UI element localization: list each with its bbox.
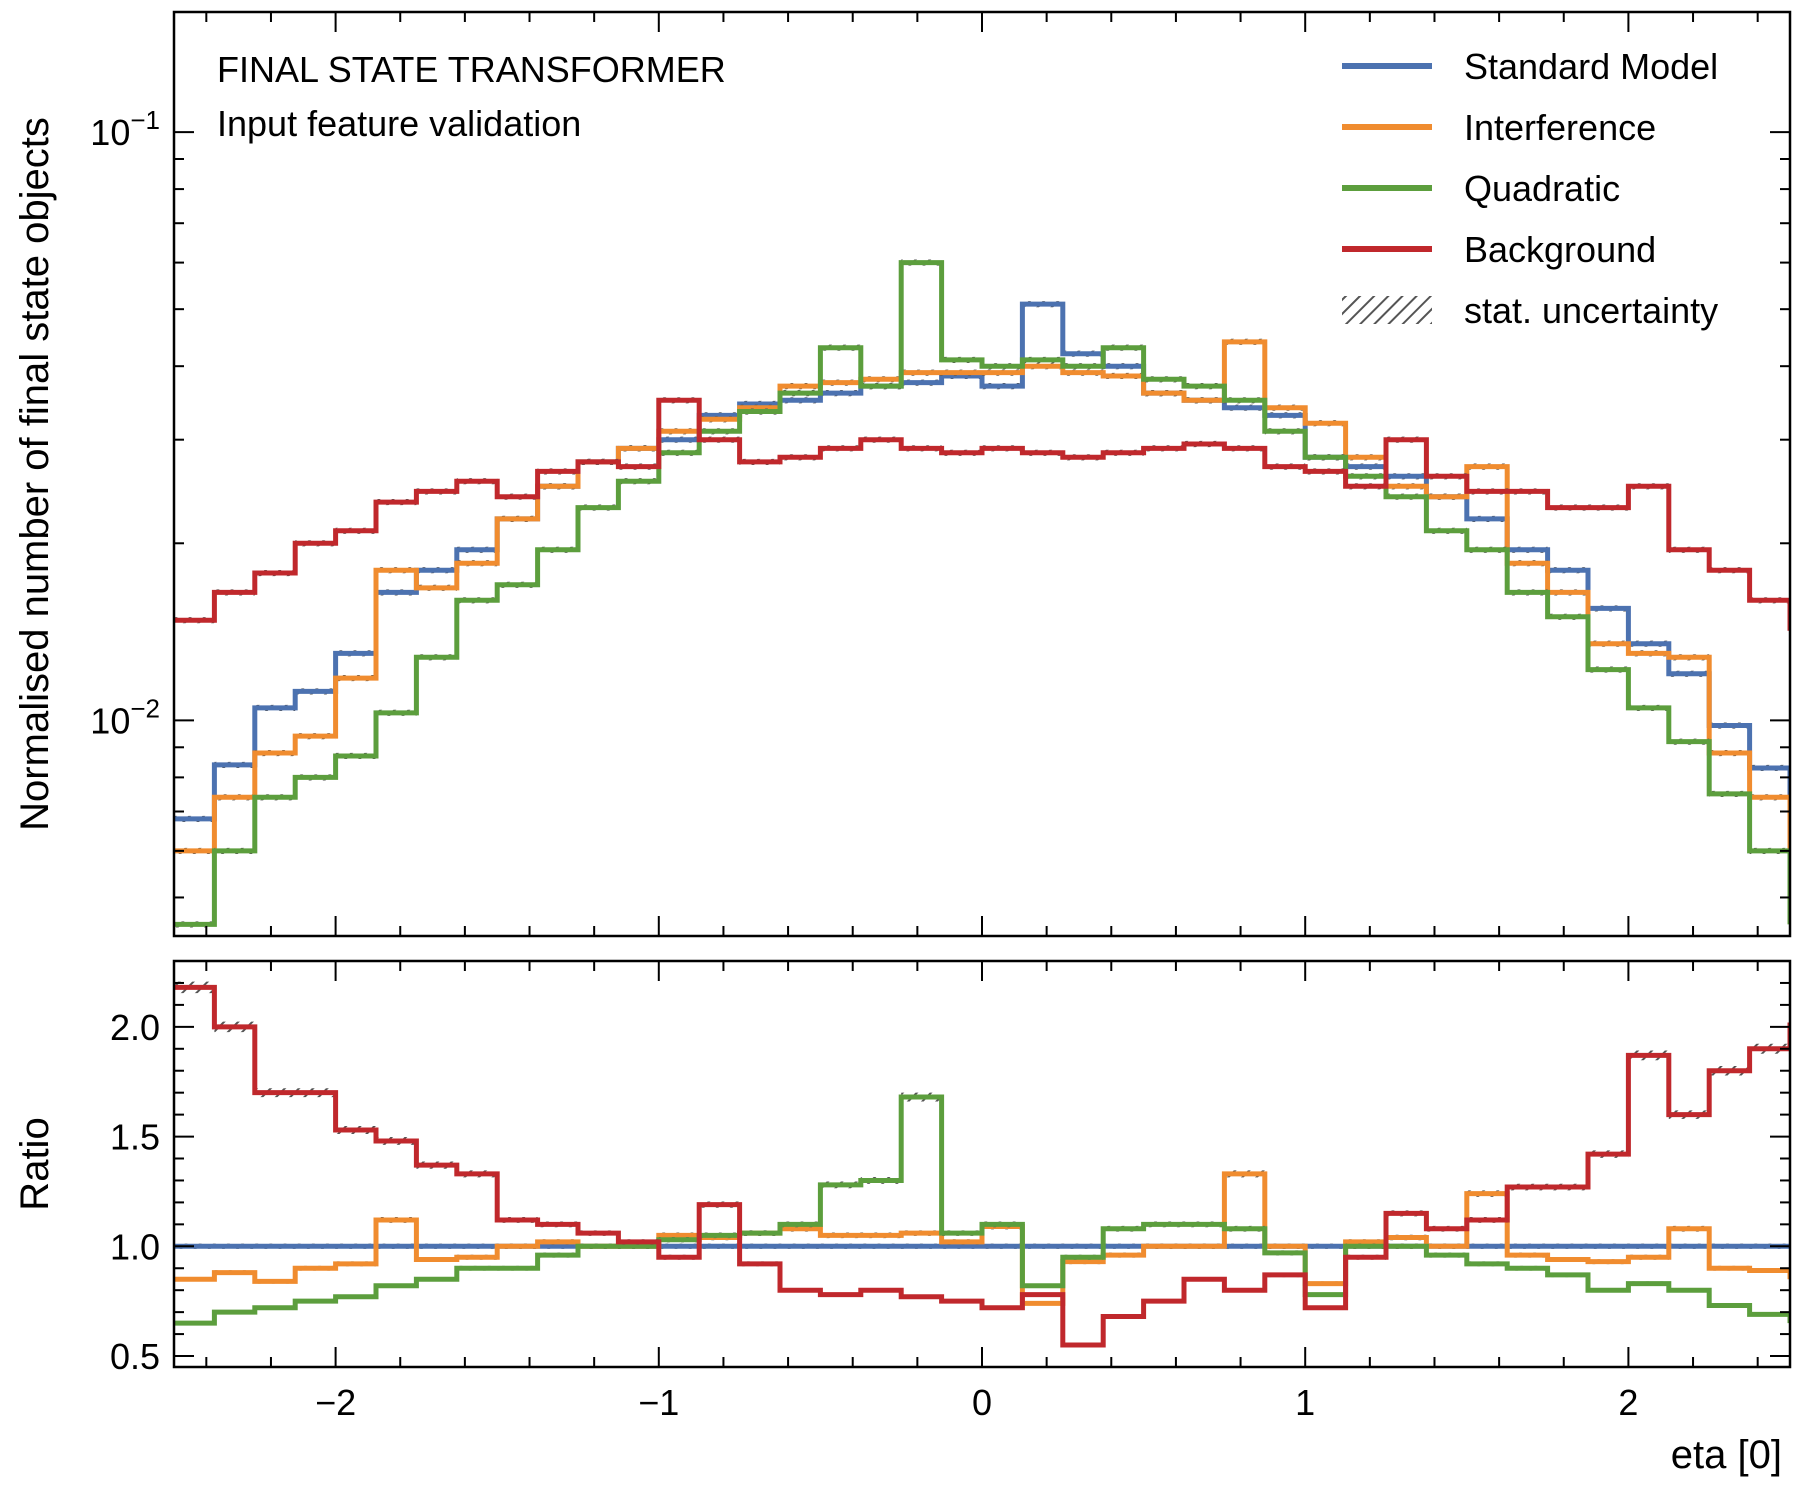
- main-series-background: [174, 397, 1790, 631]
- main-axes-frame: [172, 10, 1792, 938]
- legend-label: Background: [1464, 229, 1656, 270]
- ratio-y-axis-label: Ratio: [13, 1117, 57, 1210]
- main-panel: 10−2 10−1: [90, 10, 1792, 938]
- ratio-step-line-quadratic: [174, 1094, 1790, 1326]
- main-series-quadratic: [174, 259, 1790, 928]
- legend-entry-background: Background: [1342, 229, 1656, 270]
- main-step-line-interference: [174, 339, 1790, 854]
- main-series-interference: [174, 338, 1790, 854]
- legend-entry-standard-model: Standard Model: [1342, 46, 1718, 87]
- x-tick-label: −2: [315, 1382, 356, 1423]
- ratio-y-tick-label: 2.0: [110, 1007, 160, 1048]
- x-axis-label: eta [0]: [1671, 1433, 1782, 1477]
- ratio-series-quadratic: [174, 1092, 1790, 1326]
- x-tick-label: 2: [1618, 1382, 1638, 1423]
- ratio-uncertainty-band-quadratic: [174, 1092, 1790, 1325]
- main-y-tick-label: 10−1: [90, 105, 160, 153]
- main-step-line-background: [174, 397, 1790, 631]
- ratio-panel: −2 −1 0 1 2 0.5 1.0 1.5 2.0: [110, 959, 1792, 1423]
- x-tick-label: 1: [1295, 1382, 1315, 1423]
- main-y-axis-label: Normalised number of final state objects: [13, 117, 57, 831]
- chart-annotations: FINAL STATE TRANSFORMER Input feature va…: [217, 49, 726, 144]
- x-tick-label: 0: [972, 1382, 992, 1423]
- ratio-step-line-background: [174, 984, 1790, 1348]
- ratio-y-tick-label: 1.0: [110, 1226, 160, 1267]
- legend-entry-stat-uncertainty: stat. uncertainty: [1342, 290, 1718, 331]
- legend-label: stat. uncertainty: [1464, 290, 1718, 331]
- main-step-line-quadratic: [174, 260, 1790, 927]
- legend: Standard Model Interference Quadratic Backg…: [1342, 46, 1718, 331]
- x-tick-label: −1: [638, 1382, 679, 1423]
- legend-entry-interference: Interference: [1342, 107, 1656, 148]
- annotation-subtitle: Input feature validation: [217, 103, 581, 144]
- legend-label: Quadratic: [1464, 168, 1620, 209]
- ratio-series-background: [174, 981, 1790, 1348]
- legend-label: Standard Model: [1464, 46, 1718, 87]
- annotation-title: FINAL STATE TRANSFORMER: [217, 49, 726, 90]
- ratio-y-tick-label: 0.5: [110, 1336, 160, 1377]
- ratio-y-tick-label: 1.5: [110, 1117, 160, 1158]
- legend-entry-quadratic: Quadratic: [1342, 168, 1620, 209]
- legend-swatch-hatch: [1342, 296, 1432, 324]
- legend-label: Interference: [1464, 107, 1656, 148]
- main-y-tick-label: 10−2: [90, 693, 160, 741]
